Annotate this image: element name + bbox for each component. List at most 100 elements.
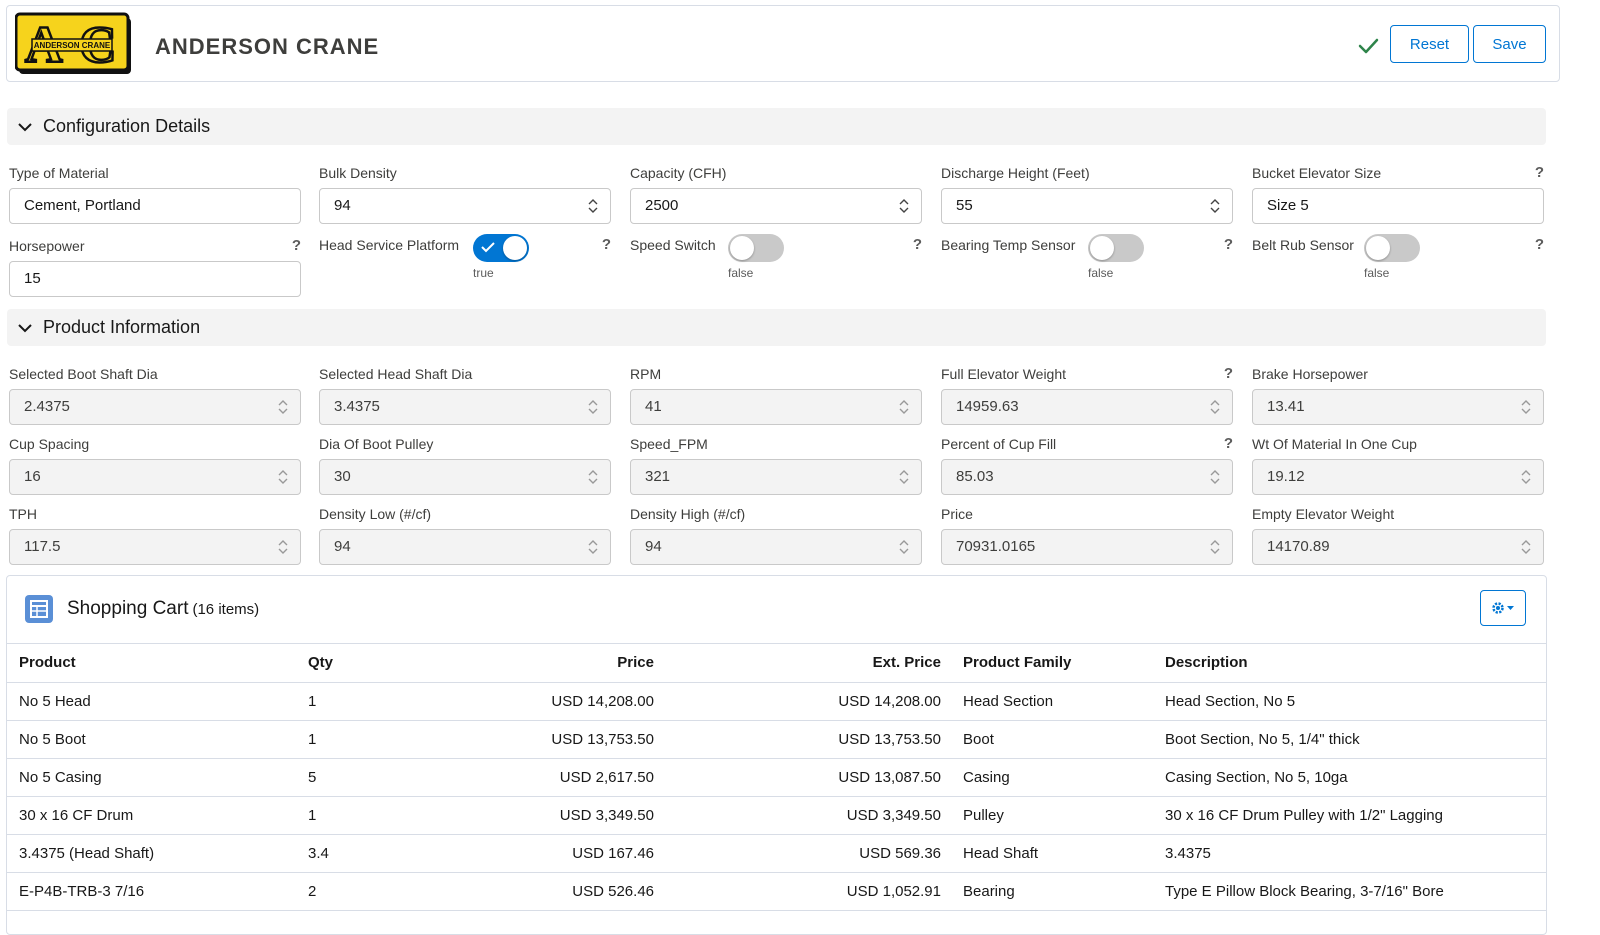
field-value: 30 (334, 468, 351, 485)
stepper-icon (899, 400, 909, 414)
help-icon[interactable]: ? (1223, 365, 1233, 382)
bulk-density-input[interactable]: 94 (319, 188, 611, 224)
readonly-number-field: 85.03 (941, 459, 1233, 495)
cart-title-text: Shopping Cart (67, 598, 189, 619)
stepper-icon[interactable] (1210, 198, 1220, 214)
speed-switch-toggle[interactable] (728, 234, 784, 262)
price-cell: USD 526.46 (427, 872, 655, 911)
column-header[interactable]: Ext. Price (655, 644, 945, 683)
stepper-icon (1521, 470, 1531, 484)
ext-price-cell: USD 569.36 (655, 834, 945, 873)
readonly-number-field: 94 (319, 529, 611, 565)
column-header[interactable]: Qty (307, 644, 427, 683)
readonly-number-field: 14170.89 (1252, 529, 1544, 565)
toggle-state: false (1088, 266, 1114, 280)
table-row[interactable]: No 5 Head 1 USD 14,208.00 USD 14,208.00 Head… (7, 682, 1546, 721)
product-cell: 3.4375 (Head Shaft) (7, 834, 307, 873)
table-row[interactable]: 30 x 16 CF Drum 1 USD 3,349.50 USD 3,349.50… (7, 796, 1546, 835)
help-icon[interactable]: ? (912, 236, 922, 253)
stepper-icon[interactable] (899, 198, 909, 214)
help-icon[interactable]: ? (1534, 164, 1544, 181)
field-label: Full Elevator Weight (941, 366, 1067, 382)
field-label: Head Service Platform (319, 237, 460, 253)
shopping-cart: Shopping Cart (16 items) Product Qty Pric… (6, 575, 1547, 935)
help-icon[interactable]: ? (1223, 236, 1233, 253)
field-label: Density Low (#/cf) (319, 506, 432, 522)
field-value: 94 (334, 538, 351, 555)
bucket-elevator-size-field: Bucket Elevator Size ? Size 5 (1252, 164, 1544, 224)
section-title: Product Information (43, 317, 201, 337)
product-family-cell: Boot (945, 720, 1165, 759)
price-cell: USD 167.46 (427, 834, 655, 873)
belt-rub-sensor-toggle[interactable] (1364, 234, 1420, 262)
table-row[interactable]: 3.4375 (Head Shaft) 3.4 USD 167.46 USD 569.… (7, 834, 1546, 873)
product-field: Dia Of Boot Pulley 30 (319, 435, 611, 495)
product-field: Empty Elevator Weight 14170.89 (1252, 505, 1544, 565)
reset-button[interactable]: Reset (1390, 25, 1469, 63)
price-cell: USD 14,208.00 (427, 682, 655, 721)
chevron-down-icon (7, 323, 43, 333)
belt-rub-sensor-field: Belt Rub Sensor ? false (1252, 234, 1544, 286)
field-label: Belt Rub Sensor (1252, 237, 1354, 253)
save-button[interactable]: Save (1473, 25, 1546, 63)
column-header[interactable]: Description (1165, 644, 1546, 683)
discharge-height-input[interactable]: 55 (941, 188, 1233, 224)
product-cell: 30 x 16 CF Drum (7, 796, 307, 835)
field-label: Wt Of Material In One Cup (1252, 436, 1417, 452)
description-cell: Head Section, No 5 (1165, 682, 1546, 721)
stepper-icon[interactable] (588, 198, 598, 214)
table-icon (25, 595, 53, 623)
product-field: Density High (#/cf) 94 (630, 505, 922, 565)
bulk-density-field: Bulk Density 94 (319, 164, 611, 224)
stepper-icon (1521, 400, 1531, 414)
column-header[interactable]: Product (7, 644, 307, 683)
help-icon[interactable]: ? (601, 236, 611, 253)
field-value: 70931.0165 (956, 538, 1036, 555)
help-icon[interactable]: ? (1534, 236, 1544, 253)
configuration-section-header[interactable]: Configuration Details (7, 108, 1546, 145)
bearing-temp-sensor-toggle[interactable] (1088, 234, 1144, 262)
product-field: Wt Of Material In One Cup 19.12 (1252, 435, 1544, 495)
field-value: 14959.63 (956, 398, 1019, 415)
product-section-header[interactable]: Product Information (7, 309, 1546, 346)
field-label: Bucket Elevator Size (1252, 165, 1382, 181)
ext-price-cell: USD 1,052.91 (655, 872, 945, 911)
horsepower-input[interactable]: 15 (9, 261, 301, 297)
field-value: 19.12 (1267, 468, 1305, 485)
field-label: Dia Of Boot Pulley (319, 436, 434, 452)
field-label: RPM (630, 366, 662, 382)
stepper-icon (278, 540, 288, 554)
column-header[interactable]: Product Family (945, 644, 1165, 683)
logo-text: ANDERSON CRANE (34, 41, 111, 50)
table-row[interactable]: E-P4B-TRB-3 7/16 2 USD 526.46 USD 1,052.91 B… (7, 872, 1546, 911)
type-of-material-input[interactable]: Cement, Portland (9, 188, 301, 224)
table-row[interactable]: No 5 Boot 1 USD 13,753.50 USD 13,753.50 Boot… (7, 720, 1546, 759)
stepper-icon (1210, 470, 1220, 484)
table-row[interactable]: No 5 Casing 5 USD 2,617.50 USD 13,087.50 Cas… (7, 758, 1546, 797)
stepper-icon (588, 400, 598, 414)
column-header[interactable]: Price (427, 644, 655, 683)
help-icon[interactable]: ? (291, 237, 301, 254)
stepper-icon (278, 470, 288, 484)
head-service-platform-toggle[interactable] (473, 234, 529, 262)
toggle-state: false (1364, 266, 1390, 280)
bucket-elevator-size-input[interactable]: Size 5 (1252, 188, 1544, 224)
field-value: 13.41 (1267, 398, 1305, 415)
field-value: 14170.89 (1267, 538, 1330, 555)
product-field: Density Low (#/cf) 94 (319, 505, 611, 565)
gear-icon (1492, 602, 1514, 614)
product-field: Price 70931.0165 (941, 505, 1233, 565)
capacity-input[interactable]: 2500 (630, 188, 922, 224)
settings-menu-button[interactable] (1480, 590, 1526, 626)
help-icon[interactable]: ? (1223, 435, 1233, 452)
readonly-number-field: 3.4375 (319, 389, 611, 425)
price-cell: USD 13,753.50 (427, 720, 655, 759)
cart-header: Shopping Cart (16 items) (7, 576, 1546, 644)
field-value: 41 (645, 398, 662, 415)
stepper-icon (1210, 400, 1220, 414)
readonly-number-field: 321 (630, 459, 922, 495)
readonly-number-field: 13.41 (1252, 389, 1544, 425)
price-cell: USD 2,617.50 (427, 758, 655, 797)
chevron-down-icon (7, 122, 43, 132)
stepper-icon (588, 540, 598, 554)
